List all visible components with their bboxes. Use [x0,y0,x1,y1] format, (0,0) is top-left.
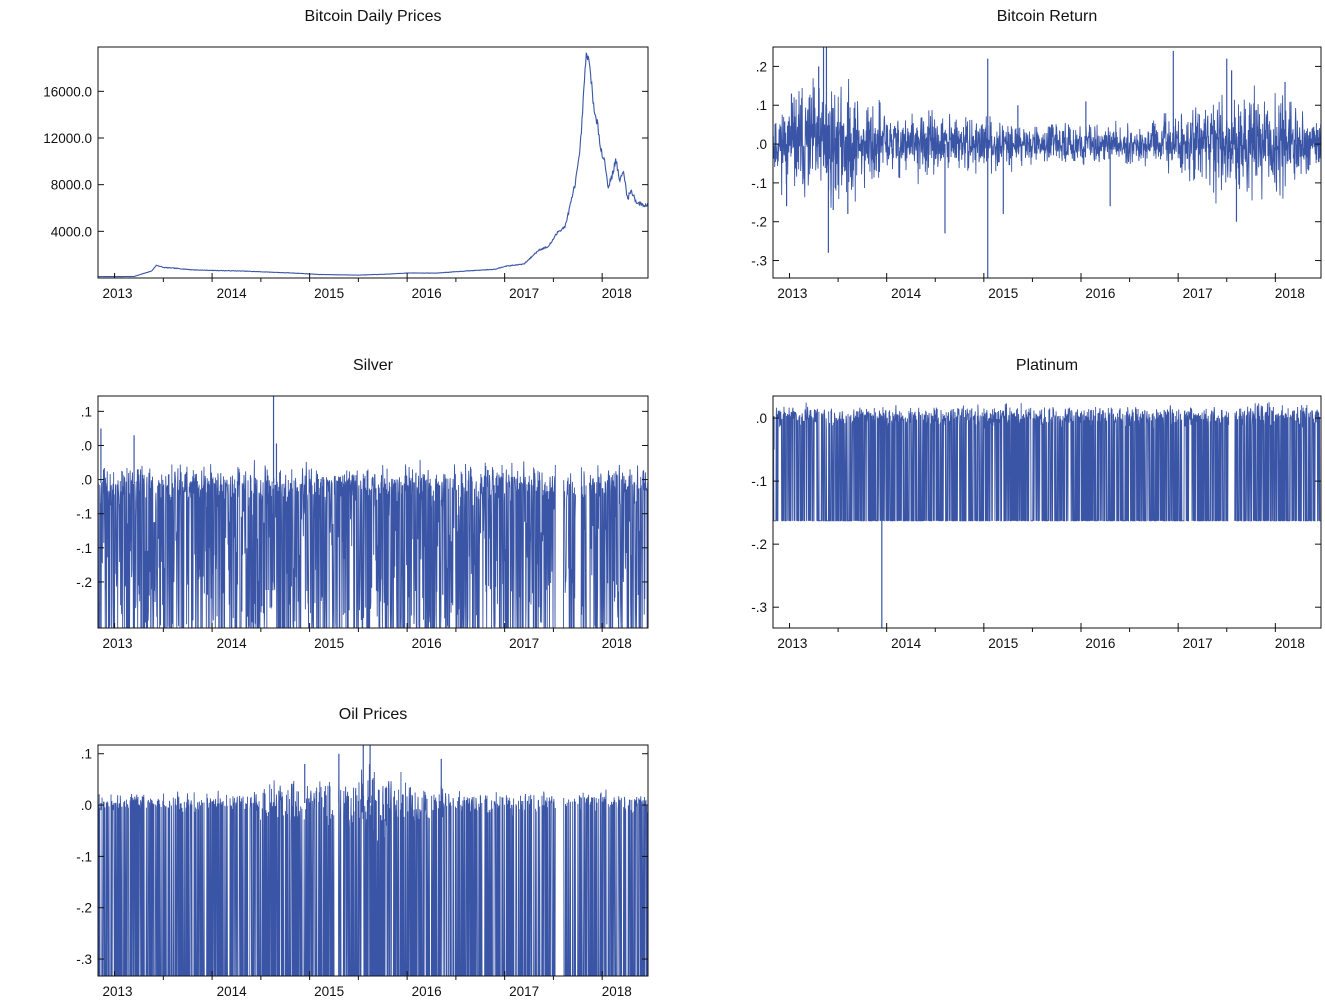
y-tick-label: .1 [81,747,92,762]
y-tick-label: .1 [756,98,767,113]
x-tick-label: 2014 [891,636,922,651]
x-tick-label: 2013 [102,286,132,301]
y-tick-label: -.1 [751,176,767,191]
x-tick-label: 2017 [1183,286,1213,301]
plot-area: .0 -.1 -.2 -.3 2013 2014 2015 2016 2017 2018 [751,395,1322,651]
plot-frame [772,395,1322,629]
plot-area: .1 .0 -.1 -.2 -.3 2013 2014 2015 2016 2017 2018 [76,744,649,999]
x-tick-label: 2017 [509,636,539,651]
x-tick-label: 2018 [602,984,632,999]
y-tick-label: -.1 [76,541,92,556]
y-tick-label: -.2 [751,537,767,552]
plot-frame [97,744,649,977]
series-group [98,745,648,976]
chart-title: Platinum [1015,357,1079,374]
plot-area: .1 .0 .0 -.1 -.1 -.2 2013 2014 2015 2016 2017 2018 [76,395,649,651]
y-tick-label: 4000.0 [51,224,92,239]
x-tick-label: 2016 [1085,286,1115,301]
y-tick-label: .1 [81,404,92,419]
x-tick-label: 2018 [1275,636,1305,651]
y-tick-label: -.3 [76,952,92,967]
x-tick-label: 2014 [891,286,922,301]
x-tick-label: 2015 [314,984,344,999]
x-tick-label: 2014 [217,636,248,651]
x-tick-label: 2018 [1275,286,1305,301]
x-tick-label: 2014 [217,984,248,999]
x-tick-label: 2016 [1085,636,1115,651]
series-line [98,459,648,628]
x-tick-label: 2013 [102,636,132,651]
y-tick-label: -.2 [76,575,92,590]
x-tick-label: 2013 [102,984,132,999]
y-tick-label: -.3 [751,600,767,615]
plot-frame [772,46,1322,279]
x-tick-label: 2017 [1183,636,1213,651]
series-line [98,764,648,976]
x-tick-label: 2013 [777,286,807,301]
y-tick-label: 16000.0 [43,84,92,99]
y-tick-label: -.2 [751,215,767,230]
y-tick-label: .0 [81,798,92,813]
plot-frame [97,395,649,629]
y-tick-label: 12000.0 [43,131,92,146]
y-tick-label: .2 [756,59,767,74]
y-tick-label: -.1 [76,507,92,522]
x-tick-label: 2018 [602,636,632,651]
series-group [98,52,648,278]
chart-title: Bitcoin Daily Prices [304,8,442,25]
x-tick-label: 2014 [217,286,248,301]
series-line [98,52,648,278]
series-group [98,396,648,628]
plot-area: 4000.0 8000.0 12000.0 16000.0 2013 2014 2015 20… [43,46,649,301]
x-tick-label: 2018 [602,286,632,301]
plot-area: .2 .1 .0 -.1 -.2 -.3 2013 2014 2015 2016 2017 2018 [751,46,1322,301]
y-tick-label: 8000.0 [51,178,92,193]
series-group [773,47,1321,278]
x-tick-label: 2016 [412,636,442,651]
x-tick-label: 2013 [777,636,807,651]
y-tick-label: .0 [81,438,92,453]
plot-frame [97,46,649,279]
x-tick-label: 2015 [314,636,344,651]
x-tick-label: 2017 [509,286,539,301]
series-line [773,402,1321,522]
x-tick-label: 2015 [314,286,344,301]
y-tick-label: -.1 [751,474,767,489]
chart-title: Bitcoin Return [996,8,1098,25]
series-group [773,402,1321,628]
x-tick-label: 2015 [988,636,1018,651]
chart-title: Oil Prices [338,706,408,723]
x-tick-label: 2016 [412,286,442,301]
y-tick-label: .0 [756,137,767,152]
x-tick-label: 2015 [988,286,1018,301]
x-tick-label: 2016 [412,984,442,999]
series-line [773,78,1321,208]
y-tick-label: -.3 [751,254,767,269]
x-tick-label: 2017 [509,984,539,999]
y-tick-label: .0 [81,473,92,488]
y-tick-label: -.1 [76,849,92,864]
chart-title: Silver [352,357,393,374]
y-tick-label: .0 [756,411,767,426]
y-tick-label: -.2 [76,901,92,916]
